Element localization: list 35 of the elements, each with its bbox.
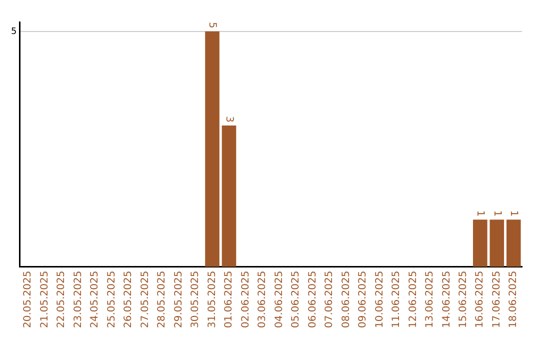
x-tick-label: 31.05.2025 xyxy=(206,270,218,328)
x-tick-label: 11.06.2025 xyxy=(391,270,402,328)
x-tick-label: 05.06.2025 xyxy=(290,270,302,328)
x-tick-label: 30.05.2025 xyxy=(190,270,202,328)
x-tick-label: 15.06.2025 xyxy=(458,270,469,328)
x-tick-label: 28.05.2025 xyxy=(156,270,168,328)
x-tick-label: 25.05.2025 xyxy=(106,270,118,328)
data-label: 5 xyxy=(206,22,218,28)
x-tick-label: 02.06.2025 xyxy=(240,270,252,328)
data-label: 1 xyxy=(508,210,520,217)
x-tick-label: 07.06.2025 xyxy=(324,270,336,328)
x-tick-label: 29.05.2025 xyxy=(173,270,184,328)
x-tick-label: 16.06.2025 xyxy=(474,270,486,328)
x-tick-label: 20.05.2025 xyxy=(22,270,34,328)
data-label: 3 xyxy=(223,116,234,123)
data-label: 1 xyxy=(474,210,486,217)
x-tick-label: 27.05.2025 xyxy=(140,270,151,328)
x-tick-label: 24.05.2025 xyxy=(90,270,101,328)
x-tick-label: 01.06.2025 xyxy=(224,270,235,328)
x-tick-label: 12.06.2025 xyxy=(408,270,419,328)
x-tick-label: 26.05.2025 xyxy=(123,270,134,328)
x-tick-label: 09.06.2025 xyxy=(358,270,369,328)
x-tick-label: 06.06.2025 xyxy=(307,270,318,328)
x-tick-label: 23.05.2025 xyxy=(72,270,84,328)
x-tick-label: 21.05.2025 xyxy=(39,270,50,328)
x-tick-label: 08.06.2025 xyxy=(340,270,352,328)
x-tick-label: 17.06.2025 xyxy=(491,270,502,328)
x-tick-label: 14.06.2025 xyxy=(441,270,452,328)
x-tick-label: 04.06.2025 xyxy=(274,270,285,328)
x-tick-label: 22.05.2025 xyxy=(56,270,68,328)
data-label: 1 xyxy=(491,210,502,217)
x-tick-label: 13.06.2025 xyxy=(424,270,436,328)
x-tick-label: 18.06.2025 xyxy=(508,270,520,328)
x-tick-label: 03.06.2025 xyxy=(257,270,268,328)
x-tick-label: 10.06.2025 xyxy=(374,270,386,328)
